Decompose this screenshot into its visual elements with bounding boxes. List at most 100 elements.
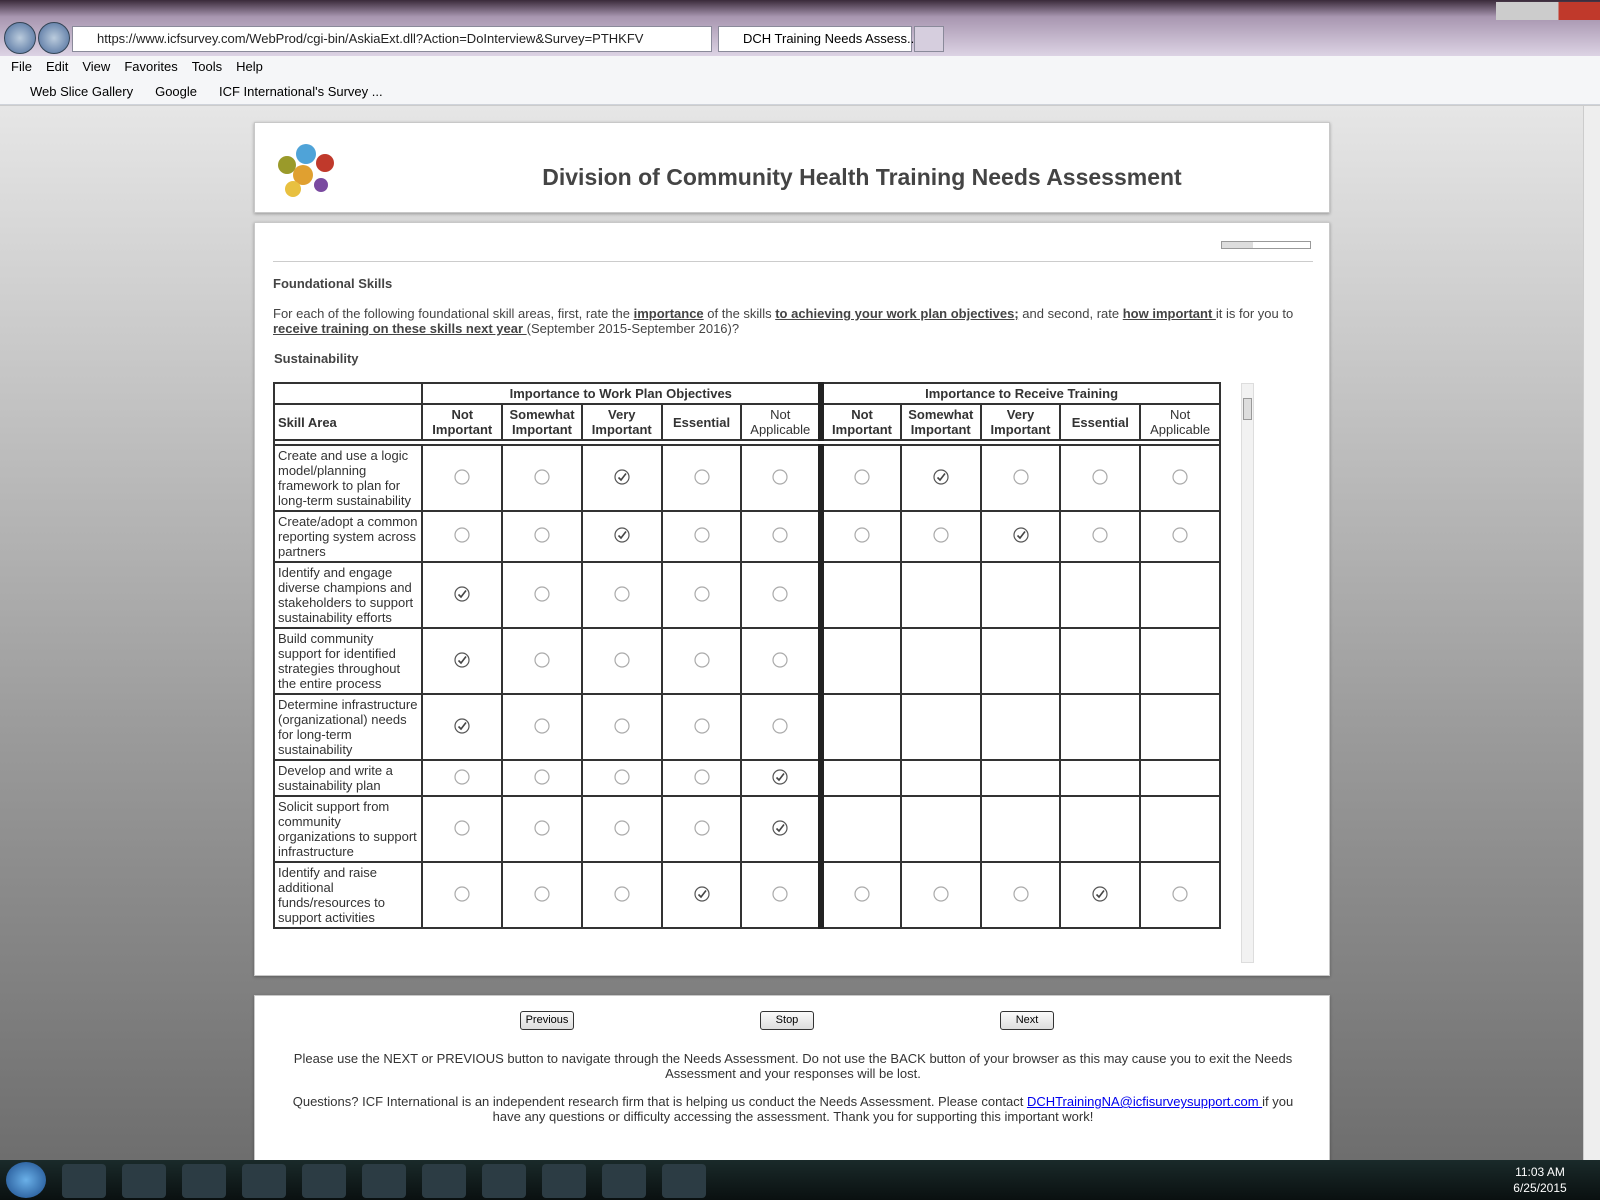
radio-button[interactable] [454,651,470,668]
radio-button[interactable] [933,468,949,485]
menu-item[interactable]: Tools [191,59,223,74]
radio-button[interactable] [454,885,470,902]
previous-button[interactable]: Previous [520,1011,574,1030]
favorite-link[interactable]: Google [155,84,197,99]
radio-button[interactable] [614,527,630,543]
radio-button[interactable] [854,468,870,485]
window-controls[interactable] [1496,2,1600,20]
radio-button[interactable] [534,768,550,785]
radio-button[interactable] [693,527,710,543]
start-button[interactable] [6,1162,46,1198]
radio-button[interactable] [614,717,630,734]
radio-button[interactable] [1172,527,1188,543]
radio-button[interactable] [454,717,470,734]
radio-button[interactable] [854,527,870,543]
radio-ring [454,768,470,785]
radio-button[interactable] [772,717,788,734]
option-cell [979,795,1062,863]
radio-button[interactable] [772,768,788,785]
menu-item[interactable]: Edit [45,59,69,74]
radio-button[interactable] [1012,885,1029,902]
radio-button[interactable] [454,819,470,836]
new-tab[interactable] [914,26,944,52]
radio-button[interactable] [1012,468,1029,485]
page-scrollbar[interactable] [1583,106,1600,1160]
radio-button[interactable] [1092,885,1108,902]
radio-button[interactable] [614,819,630,836]
menu-item[interactable]: Favorites [124,59,178,74]
favorite-link[interactable]: Web Slice Gallery [30,84,134,99]
radio-button[interactable] [534,819,550,836]
option-cell [899,693,982,761]
radio-button[interactable] [1172,885,1188,902]
radio-button[interactable] [614,768,630,785]
radio-button[interactable] [454,468,470,485]
taskbar-icon[interactable] [662,1164,706,1198]
table-scrollbar[interactable] [1241,383,1254,963]
contact-email[interactable]: DCHTrainingNA@icfisurveysupport.com [1026,1094,1263,1109]
radio-button[interactable] [534,468,550,485]
taskbar-icon[interactable] [422,1164,466,1198]
option-cell [501,627,583,695]
browser-tab[interactable]: DCH Training Needs Assess... [718,26,918,52]
radio-button[interactable] [693,468,710,485]
radio-button[interactable] [1012,527,1029,543]
radio-button[interactable] [772,468,788,485]
radio-button[interactable] [1092,468,1108,485]
radio-button[interactable] [534,527,550,543]
menu-item[interactable]: View [82,59,111,74]
radio-button[interactable] [534,651,550,668]
radio-button[interactable] [534,717,550,734]
radio-button[interactable] [693,717,710,734]
radio-button[interactable] [772,885,788,902]
radio-button[interactable] [534,585,550,602]
taskbar-icon[interactable] [242,1164,286,1198]
radio-button[interactable] [614,468,630,485]
radio-check [936,472,946,481]
radio-button[interactable] [693,885,710,902]
radio-button[interactable] [454,585,470,602]
radio-ring [1092,527,1108,543]
menu-item[interactable]: File [11,59,32,74]
radio-button[interactable] [454,527,470,543]
taskbar-icon[interactable] [602,1164,646,1198]
address-bar[interactable]: https://www.icfsurvey.com/WebProd/cgi-bi… [72,26,712,52]
radio-button[interactable] [454,768,470,785]
next-button[interactable]: Next [1000,1011,1054,1030]
taskbar-icon[interactable] [122,1164,166,1198]
taskbar-icon[interactable] [182,1164,226,1198]
taskbar-icon[interactable] [482,1164,526,1198]
forward-button[interactable] [38,22,70,54]
option-cell [1139,693,1221,761]
radio-button[interactable] [772,527,788,543]
radio-button[interactable] [772,651,788,668]
radio-button[interactable] [772,819,788,836]
taskbar-icon[interactable] [542,1164,586,1198]
radio-button[interactable] [614,651,630,668]
radio-button[interactable] [933,885,949,902]
taskbar-icon[interactable] [362,1164,406,1198]
radio-button[interactable] [693,768,710,785]
skill-label: Identify and engage diverse champions an… [272,561,424,629]
stop-button[interactable]: Stop [760,1011,814,1030]
radio-button[interactable] [614,585,630,602]
taskbar-icon[interactable] [62,1164,106,1198]
back-button[interactable] [4,22,36,54]
radio-check [1096,889,1105,898]
radio-button[interactable] [933,527,949,543]
radio-button[interactable] [854,885,870,902]
option-cell [1139,627,1221,695]
menu-item[interactable]: Help [236,59,263,74]
radio-button[interactable] [1092,527,1108,543]
radio-button[interactable] [693,585,710,602]
radio-button[interactable] [1172,468,1188,485]
radio-button[interactable] [534,885,550,902]
taskbar-icon[interactable] [302,1164,346,1198]
radio-button[interactable] [693,651,710,668]
radio-button[interactable] [772,585,788,602]
option-cell [580,861,663,929]
radio-button[interactable] [614,885,630,902]
favorite-link[interactable]: ICF International's Survey ... [219,84,383,99]
radio-button[interactable] [693,819,710,836]
